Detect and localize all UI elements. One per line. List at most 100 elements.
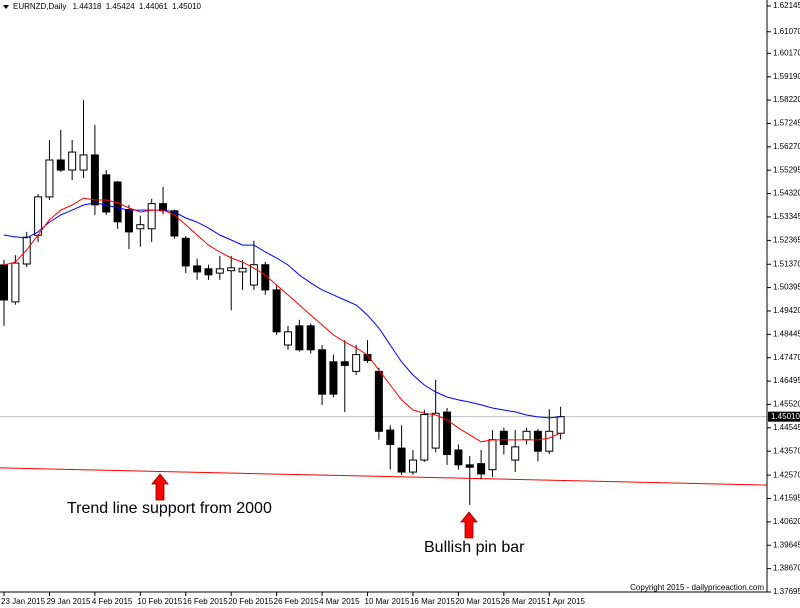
candle-body [420,414,429,461]
x-tick-label: 10 Feb 2015 [137,597,182,606]
x-tick-label: 4 Feb 2015 [92,597,133,606]
candle-body [397,447,406,473]
candle-body [261,264,270,291]
annotation: Trend line support from 2000 [67,500,272,517]
candle-body [181,237,190,267]
candle-body [79,154,88,171]
header-triangle [3,5,9,9]
trend-line [0,467,767,486]
candle-body [499,430,508,445]
y-tick-label: 1.60170 [773,48,800,57]
candle-body [159,203,168,212]
candle-body [533,430,542,452]
x-tick-label: 26 Feb 2015 [274,597,319,606]
x-tick-label: 26 Mar 2015 [501,597,546,606]
candle-body [295,325,304,351]
x-tick-label: 20 Feb 2015 [228,597,273,606]
moving-average [3,197,561,443]
y-tick-label: 1.52365 [773,236,800,245]
candle-body [431,412,440,449]
candle-body [352,354,361,372]
y-tick-label: 1.50395 [773,283,800,292]
candle-body [102,174,111,213]
x-tick-label: 16 Mar 2015 [410,597,455,606]
candle-body [204,268,213,276]
ohlc-low: 1.44061 [139,2,168,11]
y-tick-label: 1.48445 [773,329,800,338]
x-tick-label: 20 Mar 2015 [455,597,500,606]
x-tick-label: 10 Mar 2015 [365,597,410,606]
candle-body [318,349,327,395]
y-tick-label: 1.38670 [773,564,800,573]
candle-body [249,264,258,286]
candle-body [0,264,8,301]
x-tick-label: 1 Apr 2015 [546,597,585,606]
y-tick-label: 1.44545 [773,423,800,432]
header: EURNZD,Daily 1.44318 1.45424 1.44061 1.4… [13,2,202,11]
candle-body [511,446,520,461]
y-tick-label: 1.59190 [773,72,800,81]
x-tick-label: 29 Jan 2015 [46,597,91,606]
candle-body [272,289,281,333]
candle-body [408,459,417,473]
candle-body [306,325,315,351]
candle-body [386,429,395,445]
y-tick-label: 1.53345 [773,212,800,221]
x-tick-label: 16 Feb 2015 [183,597,228,606]
candle-body [215,268,224,274]
y-tick-label: 1.54320 [773,189,800,198]
candle-body [227,267,236,272]
arrow [151,473,169,501]
y-tick-label: 1.37695 [773,587,800,596]
price-label-box [768,411,800,422]
candle-body [45,159,54,198]
y-tick-label: 1.61070 [773,27,800,36]
candle-body [522,430,531,441]
annotation: Bullish pin bar [424,539,525,556]
arrow [460,511,478,539]
candle-body [556,416,565,434]
ohlc-high: 1.45424 [106,2,135,11]
candle-body [124,209,133,233]
price-label: 1.45010 [771,412,800,421]
y-tick-label: 1.45520 [773,400,800,409]
candle-body [454,449,463,466]
y-tick-label: 1.39645 [773,540,800,549]
y-tick-label: 1.43570 [773,446,800,455]
y-tick-label: 1.42570 [773,470,800,479]
candle-body [465,464,474,468]
y-tick-label: 1.62145 [773,1,800,10]
y-tick-label: 1.51370 [773,259,800,268]
candle-body [136,224,145,230]
symbol: EURNZD,Daily [13,2,66,11]
moving-average [3,202,561,419]
y-tick-label: 1.55295 [773,165,800,174]
x-tick-label: 23 Jan 2015 [1,597,46,606]
candle-body [90,154,99,206]
candle-body [329,361,338,395]
copyright: Copyright 2015 - dailypriceaction.com [630,583,764,592]
candle-body [374,370,383,432]
candle-body [488,439,497,471]
candle-body [238,267,247,273]
x-tick-label: 4 Mar 2015 [319,597,360,606]
y-tick-label: 1.47470 [773,353,800,362]
ohlc-open: 1.44318 [73,2,102,11]
y-tick-label: 1.58220 [773,95,800,104]
y-tick-label: 1.57245 [773,119,800,128]
candle-body [477,463,486,475]
candle-body [68,151,77,171]
candle-body [170,210,179,237]
candle-body [11,262,20,303]
candle-body [147,203,156,230]
y-tick-label: 1.40620 [773,517,800,526]
candle-body [545,430,554,452]
candle-body [193,265,202,273]
candle-body [443,411,452,456]
candle-body [340,361,349,366]
y-tick-label: 1.49420 [773,306,800,315]
candle-body [56,159,65,171]
